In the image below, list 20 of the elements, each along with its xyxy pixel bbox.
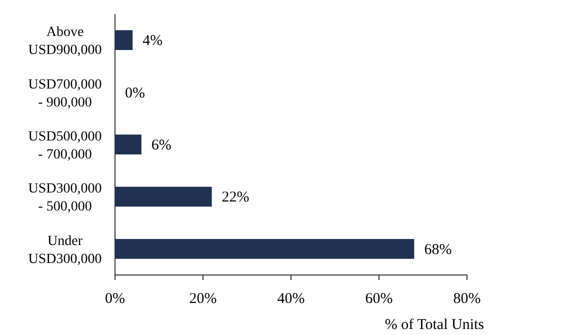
y-tick-label: Above USD900,000 (28, 25, 102, 58)
data-label: 0% (125, 85, 145, 102)
data-label: 68% (424, 242, 452, 258)
data-label: 6% (151, 138, 172, 154)
data-label: 4% (142, 33, 163, 50)
y-tick-label: USD700,000 - 900,000 (28, 77, 102, 110)
x-tick-label: 80% (453, 291, 481, 307)
x-tick-label: 0% (105, 291, 125, 307)
bar (115, 186, 212, 207)
x-tick-label: 20% (189, 291, 217, 307)
data-label: 22% (222, 190, 250, 206)
bar (115, 30, 133, 50)
x-axis-title: % of Total Units (384, 317, 484, 333)
y-tick-label: USD500,000 - 700,000 (28, 130, 102, 162)
y-tick-label: USD300,000 - 500,000 (28, 182, 102, 215)
bar (115, 238, 414, 259)
y-tick-label: Under USD300,000 (28, 234, 102, 267)
x-tick-label: 60% (365, 291, 393, 307)
x-tick-label: 40% (277, 291, 305, 307)
bar (115, 134, 142, 154)
